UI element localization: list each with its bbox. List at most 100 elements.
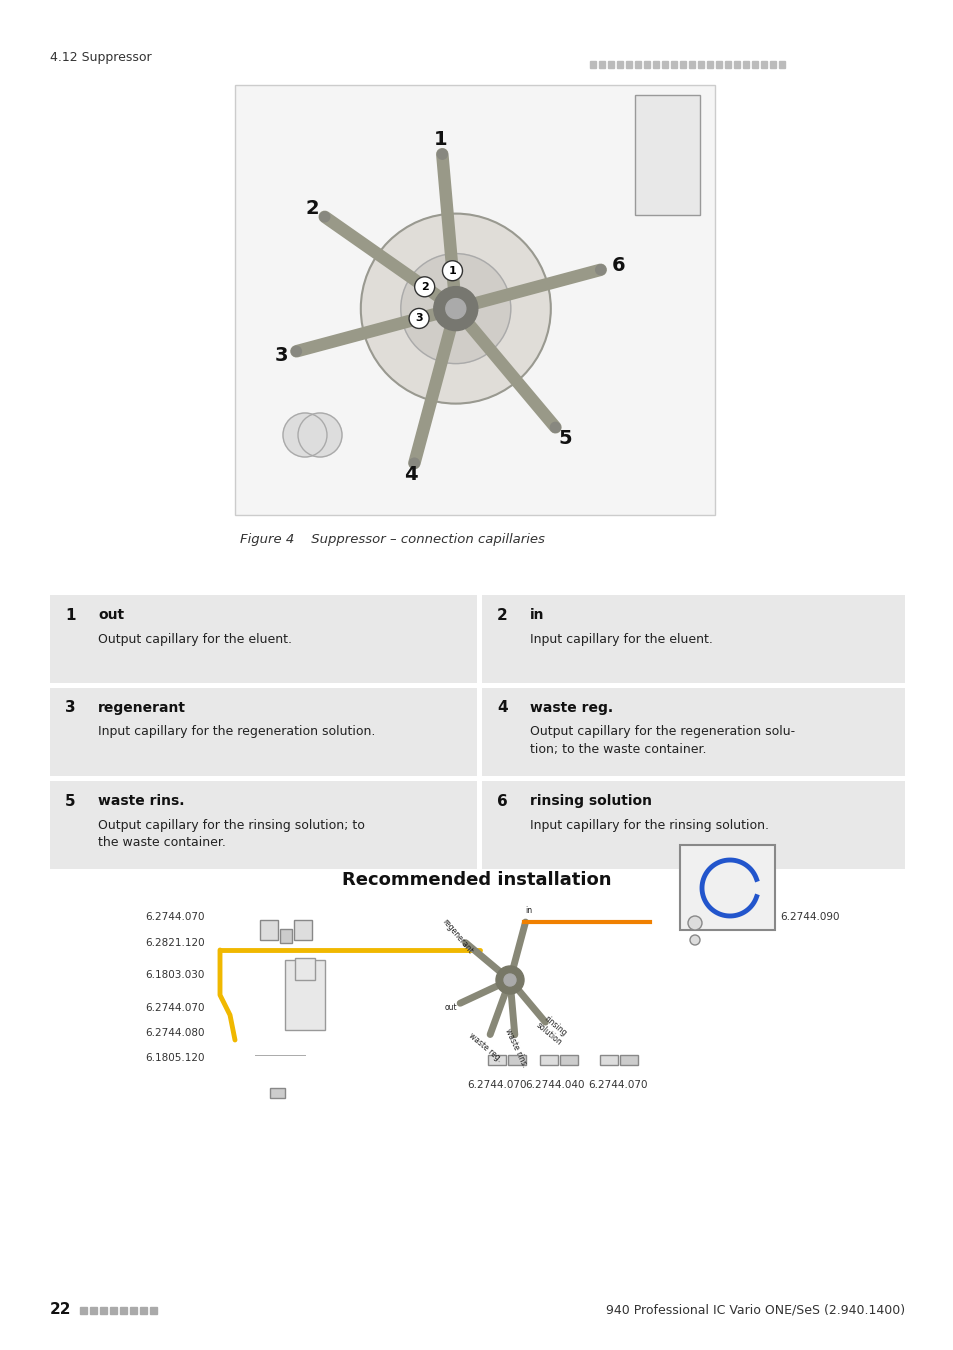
Bar xyxy=(598,61,604,68)
Bar xyxy=(50,688,476,776)
Bar xyxy=(294,958,314,980)
Bar xyxy=(294,919,312,940)
Bar xyxy=(679,61,685,68)
Text: 6: 6 xyxy=(497,794,507,809)
Text: 5: 5 xyxy=(558,429,571,448)
Bar xyxy=(481,595,904,683)
Circle shape xyxy=(360,213,550,404)
Circle shape xyxy=(319,212,330,221)
Text: Input capillary for the regeneration solution.: Input capillary for the regeneration sol… xyxy=(98,725,375,738)
Text: 6.2744.080: 6.2744.080 xyxy=(145,1027,204,1038)
Text: rinsing solution: rinsing solution xyxy=(530,794,651,809)
Bar xyxy=(539,1054,558,1065)
Bar xyxy=(619,1054,638,1065)
Circle shape xyxy=(442,261,462,281)
Text: 3: 3 xyxy=(415,313,422,324)
Text: 4.12 Suppressor: 4.12 Suppressor xyxy=(50,51,152,65)
Bar xyxy=(635,61,640,68)
Text: Output capillary for the regeneration solu-: Output capillary for the regeneration so… xyxy=(530,725,794,738)
Bar xyxy=(625,61,631,68)
Bar xyxy=(280,929,292,944)
Text: waste reg.: waste reg. xyxy=(530,701,613,716)
Bar xyxy=(50,595,476,683)
Text: in: in xyxy=(524,906,532,915)
Text: 22: 22 xyxy=(50,1303,71,1318)
Text: 1: 1 xyxy=(448,266,456,275)
Text: waste reg.: waste reg. xyxy=(467,1031,503,1064)
Bar xyxy=(652,61,659,68)
Bar xyxy=(617,61,622,68)
Bar xyxy=(507,1054,525,1065)
Circle shape xyxy=(436,150,447,159)
Text: 4: 4 xyxy=(404,466,417,485)
Text: Input capillary for the rinsing solution.: Input capillary for the rinsing solution… xyxy=(530,818,768,832)
Bar xyxy=(599,1054,618,1065)
Bar xyxy=(481,782,904,869)
Bar xyxy=(635,95,700,215)
Text: Input capillary for the eluent.: Input capillary for the eluent. xyxy=(530,633,712,645)
Text: Output capillary for the rinsing solution; to: Output capillary for the rinsing solutio… xyxy=(98,818,364,832)
Text: rinsing
solution: rinsing solution xyxy=(534,1012,569,1048)
Bar xyxy=(100,1307,107,1314)
Text: 1: 1 xyxy=(434,130,447,148)
Bar xyxy=(150,1307,157,1314)
Bar xyxy=(285,960,325,1030)
Bar xyxy=(270,1088,285,1098)
Text: regenerant: regenerant xyxy=(440,917,475,956)
Circle shape xyxy=(283,413,327,458)
Text: 3: 3 xyxy=(274,346,289,365)
Text: 6.2744.070: 6.2744.070 xyxy=(145,913,204,922)
Text: 2: 2 xyxy=(305,198,319,217)
Circle shape xyxy=(550,423,559,432)
Circle shape xyxy=(291,347,301,356)
Text: 6.2744.070: 6.2744.070 xyxy=(145,1003,204,1012)
Circle shape xyxy=(595,265,605,275)
Bar xyxy=(120,1307,127,1314)
Bar xyxy=(130,1307,137,1314)
Text: 2: 2 xyxy=(420,282,428,292)
Text: Output capillary for the eluent.: Output capillary for the eluent. xyxy=(98,633,292,645)
Circle shape xyxy=(496,967,523,994)
Bar xyxy=(742,61,748,68)
Text: 6.2744.040: 6.2744.040 xyxy=(525,1080,584,1089)
Circle shape xyxy=(445,298,465,319)
Text: 6.1805.120: 6.1805.120 xyxy=(145,1053,204,1062)
Text: 4: 4 xyxy=(497,701,507,716)
Text: regenerant: regenerant xyxy=(98,701,186,716)
Circle shape xyxy=(689,936,700,945)
Bar xyxy=(643,61,649,68)
Circle shape xyxy=(687,917,701,930)
Text: 6.2744.090: 6.2744.090 xyxy=(780,913,839,922)
Bar xyxy=(481,688,904,776)
Bar xyxy=(607,61,614,68)
Bar xyxy=(698,61,703,68)
Text: 5: 5 xyxy=(65,794,75,809)
Bar xyxy=(50,782,476,869)
Bar xyxy=(661,61,667,68)
Bar xyxy=(706,61,712,68)
Text: the waste container.: the waste container. xyxy=(98,837,226,849)
Bar xyxy=(760,61,766,68)
Text: 940 Professional IC Vario ONE/SeS (2.940.1400): 940 Professional IC Vario ONE/SeS (2.940… xyxy=(605,1304,904,1316)
Text: waste rins.: waste rins. xyxy=(502,1027,528,1069)
Bar xyxy=(670,61,677,68)
Circle shape xyxy=(434,286,477,331)
Text: Figure 4    Suppressor – connection capillaries: Figure 4 Suppressor – connection capilla… xyxy=(240,533,544,547)
Bar xyxy=(716,61,721,68)
Text: waste rins.: waste rins. xyxy=(98,794,184,809)
Bar xyxy=(724,61,730,68)
Bar xyxy=(90,1307,97,1314)
Text: 6.1803.030: 6.1803.030 xyxy=(145,971,204,980)
Text: 6.2744.070: 6.2744.070 xyxy=(467,1080,526,1089)
Bar xyxy=(688,61,695,68)
Circle shape xyxy=(415,277,435,297)
Text: 6.2821.120: 6.2821.120 xyxy=(145,938,204,948)
Bar xyxy=(80,1307,87,1314)
Text: out: out xyxy=(98,608,124,622)
Bar xyxy=(559,1054,578,1065)
Text: 6.2744.070: 6.2744.070 xyxy=(588,1080,647,1089)
Bar xyxy=(260,919,277,940)
Bar xyxy=(769,61,775,68)
Bar xyxy=(488,1054,505,1065)
Circle shape xyxy=(409,458,419,468)
